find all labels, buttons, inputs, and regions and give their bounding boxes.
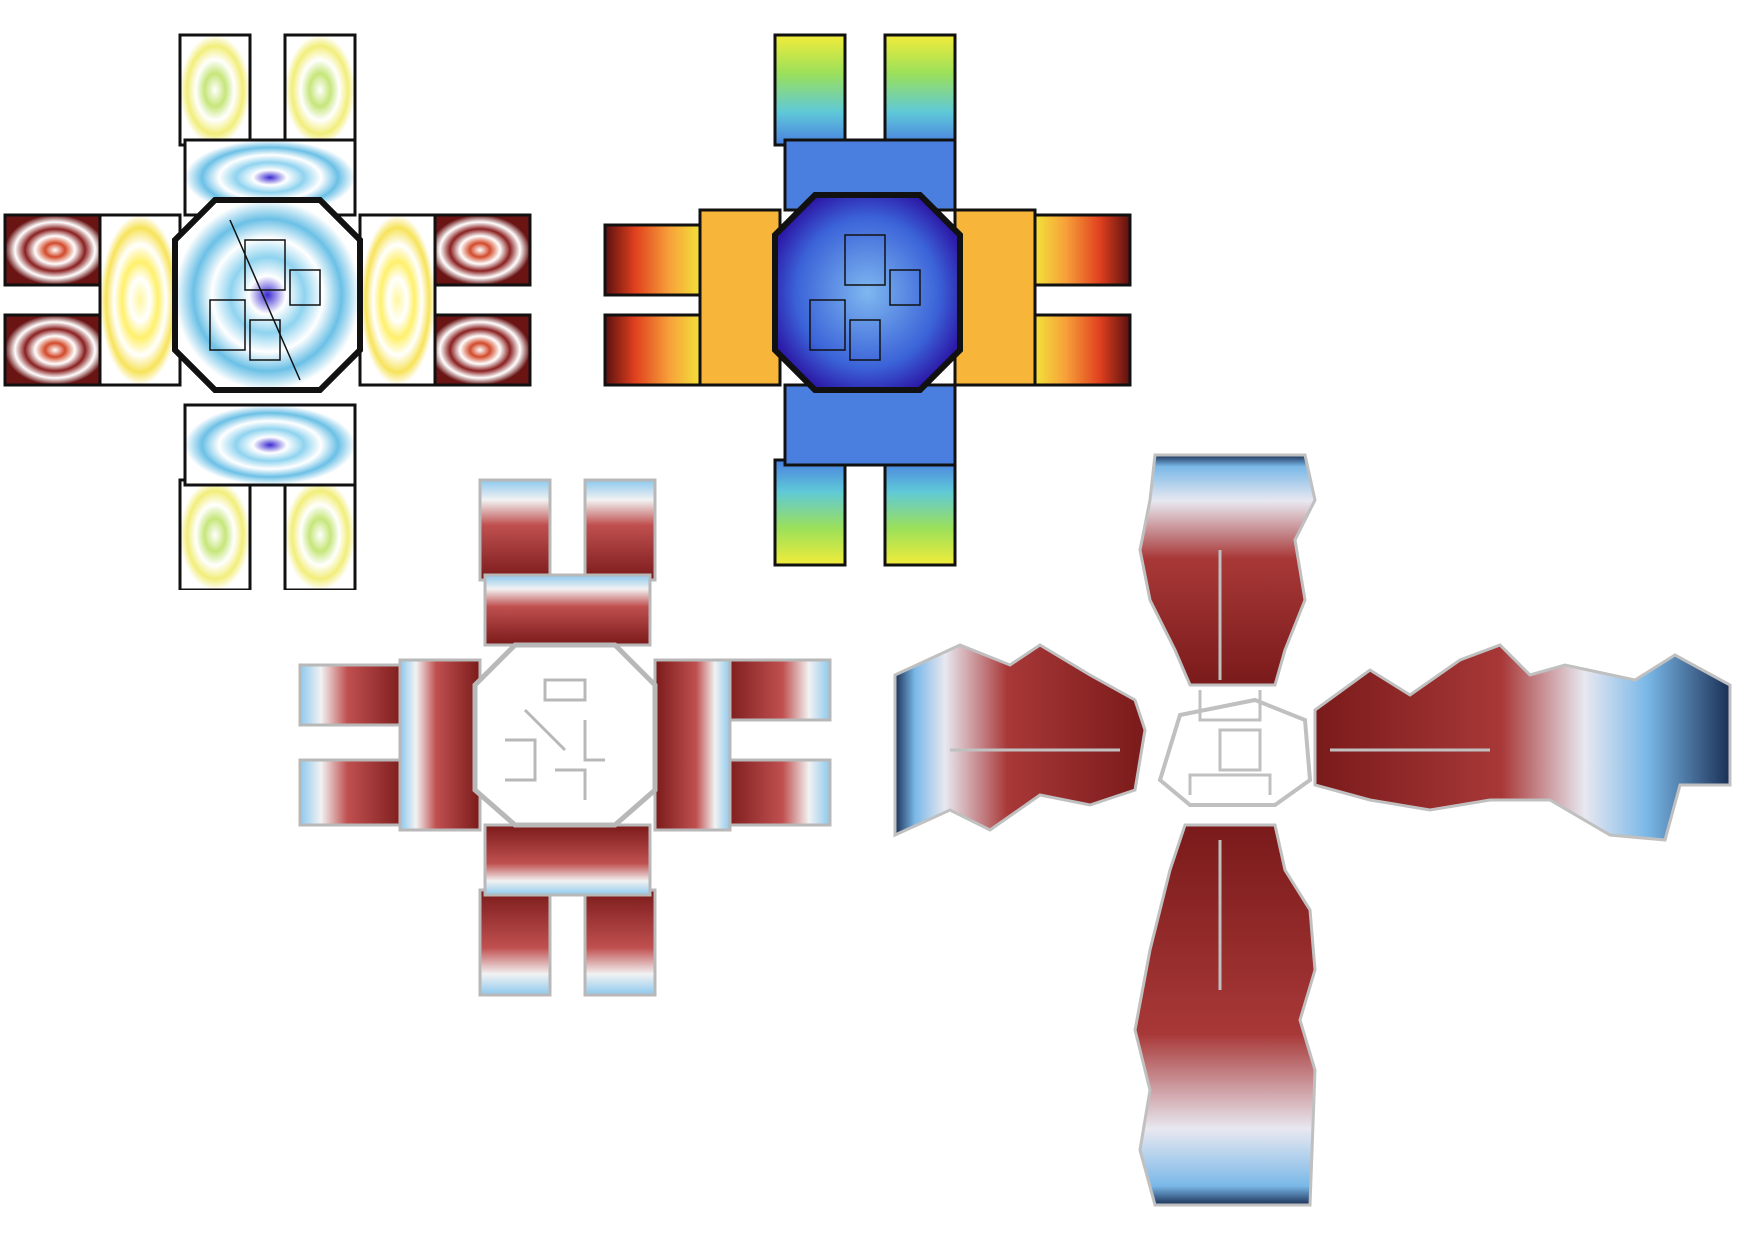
concentric-plan-svg	[3, 33, 532, 590]
concentric-ring-floor-plan	[0, 30, 560, 590]
visibility-cross-svg	[893, 453, 1732, 1207]
visibility-octagon-plan	[295, 470, 840, 1005]
gradient-plan-svg	[603, 33, 1132, 567]
visibility-cross-plan	[890, 450, 1735, 1210]
visibility-octagon-svg	[298, 478, 832, 997]
gradient-floor-plan	[600, 30, 1145, 570]
